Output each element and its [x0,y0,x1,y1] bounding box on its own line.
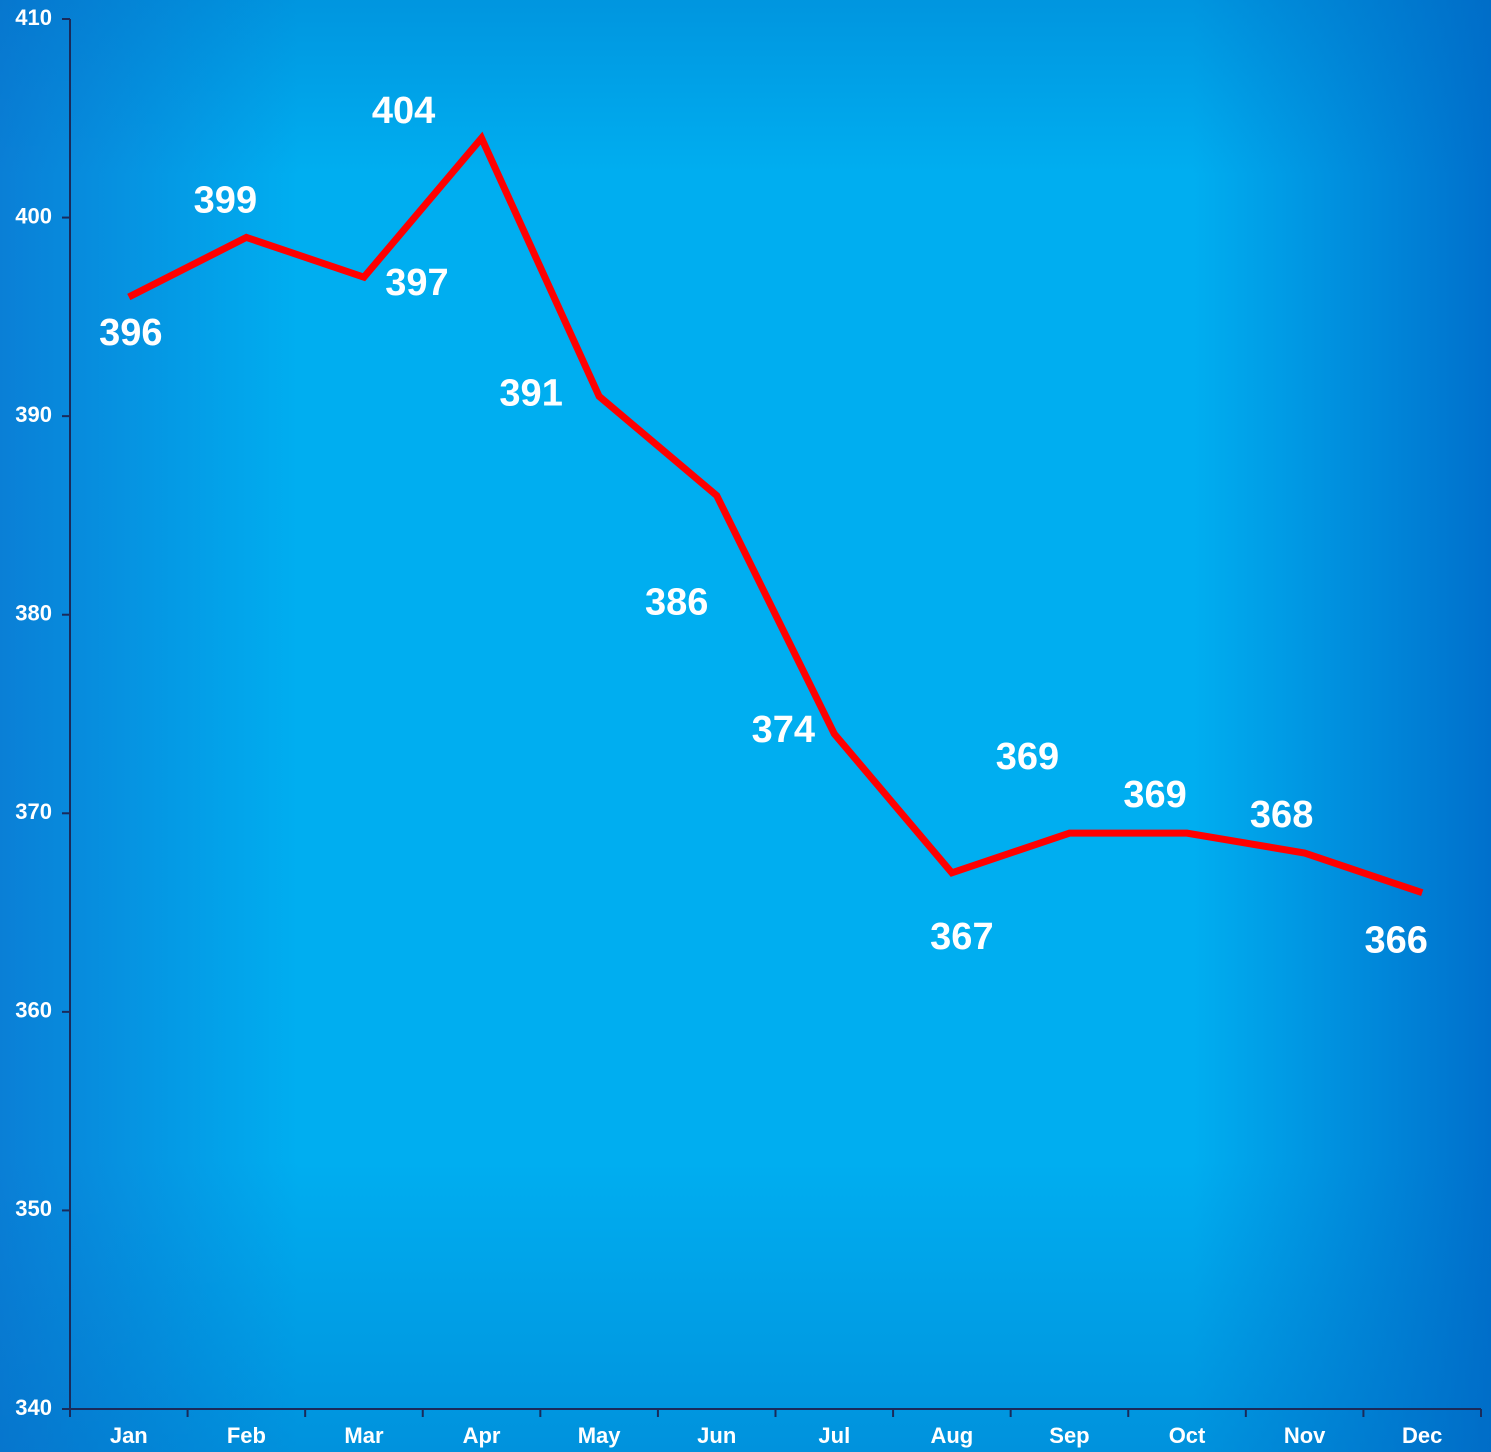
x-tick-label: Apr [463,1423,501,1448]
data-label: 366 [1365,920,1428,962]
data-label: 367 [930,916,993,958]
data-label: 404 [372,90,435,132]
x-tick-label: Jul [818,1423,850,1448]
data-line [127,131,1424,897]
data-label: 396 [99,312,162,354]
y-tick-label: 360 [15,998,52,1023]
data-label: 399 [194,179,257,221]
y-tick-label: 400 [15,203,52,228]
x-tick-label: Jan [110,1423,148,1448]
x-tick-label: Jun [697,1423,736,1448]
x-tick-label: Nov [1284,1423,1326,1448]
x-tick-label: Mar [344,1423,384,1448]
x-tick-label: Aug [930,1423,973,1448]
data-label: 397 [385,262,448,304]
x-tick-label: Feb [227,1423,266,1448]
y-tick-label: 380 [15,601,52,626]
y-tick-label: 410 [15,5,52,30]
y-tick-label: 390 [15,402,52,427]
data-label: 368 [1250,794,1313,836]
data-label: 386 [645,582,708,624]
y-tick-label: 340 [15,1395,52,1420]
data-label: 374 [752,709,815,751]
data-label: 391 [499,372,562,414]
y-tick-label: 350 [15,1196,52,1221]
y-tick-label: 370 [15,799,52,824]
x-tick-label: Oct [1169,1423,1206,1448]
x-tick-label: Sep [1049,1423,1089,1448]
data-label: 369 [1123,774,1186,816]
x-tick-label: Dec [1402,1423,1442,1448]
x-tick-label: May [578,1423,622,1448]
data-label: 369 [996,736,1059,778]
